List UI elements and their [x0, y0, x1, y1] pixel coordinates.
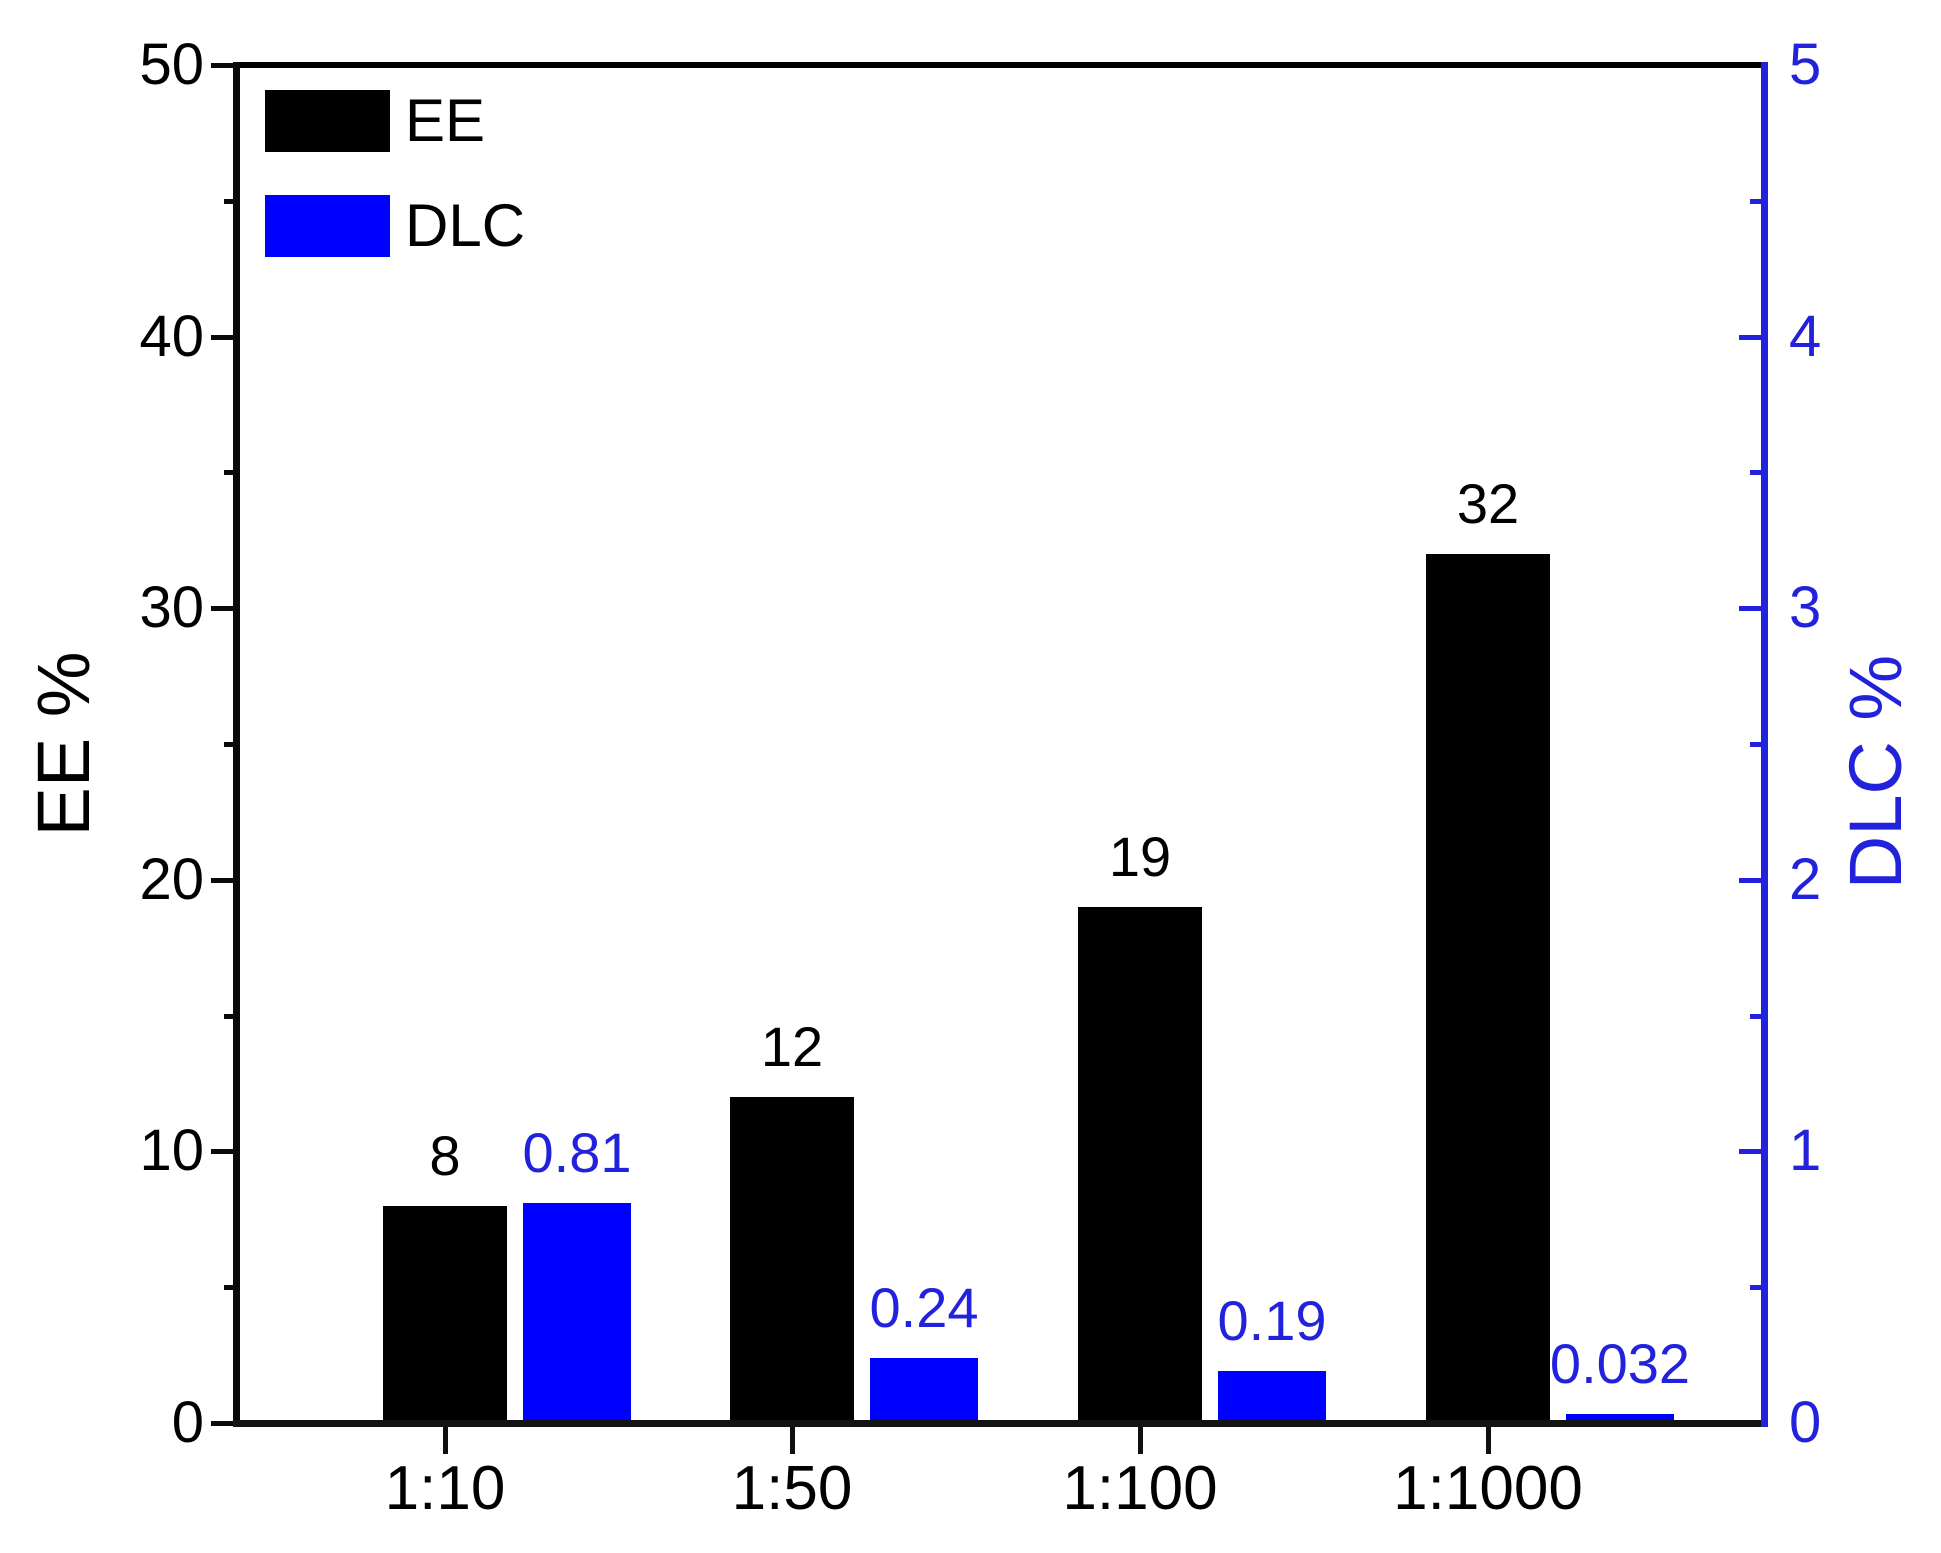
left-axis-tick-label: 10 [139, 1118, 204, 1184]
right-axis-tick-label: 5 [1789, 32, 1822, 97]
left-axis-line [233, 62, 240, 1427]
dlc-value-label: 0.19 [1217, 1289, 1327, 1353]
x-axis-tick [1138, 1427, 1143, 1454]
right-axis-minor-tick [1750, 742, 1761, 747]
x-axis-tick [790, 1427, 795, 1454]
left-axis-minor-tick [224, 470, 237, 476]
left-axis-minor-tick [224, 742, 237, 747]
left-axis-tick-label: 20 [139, 846, 204, 912]
right-axis-minor-tick [1750, 1013, 1761, 1019]
left-axis-major-tick [211, 877, 237, 883]
x-axis-tick-label: 1:50 [731, 1454, 853, 1523]
left-axis-major-tick [211, 1149, 237, 1155]
left-axis-tick-label: 0 [171, 1390, 204, 1455]
right-axis-line [1761, 62, 1768, 1427]
right-axis-major-tick [1739, 1149, 1761, 1155]
dlc-value-label: 0.032 [1549, 1332, 1691, 1396]
right-axis-tick-label: 4 [1789, 303, 1822, 369]
right-axis-tick-label: 1 [1789, 1118, 1822, 1184]
legend-swatch-ee [265, 90, 390, 152]
top-frame-line [233, 62, 1768, 68]
left-axis-tick-label: 40 [139, 303, 204, 369]
ee-bar [1078, 906, 1202, 1423]
right-axis-major-tick [1739, 606, 1761, 612]
ee-value-label: 32 [1456, 471, 1520, 535]
right-axis-tick-label: 0 [1789, 1390, 1822, 1455]
ee-bar [1426, 553, 1550, 1423]
legend-item-ee: EE [265, 90, 485, 152]
x-axis-tick-label: 1:1000 [1393, 1454, 1583, 1523]
right-axis-minor-tick [1750, 470, 1761, 476]
dlc-value-label: 0.81 [522, 1121, 632, 1184]
left-axis-minor-tick [224, 1013, 237, 1019]
legend-item-dlc: DLC [265, 195, 525, 257]
legend-label-ee: EE [405, 87, 486, 154]
x-axis-tick-label: 1:10 [384, 1454, 506, 1523]
dlc-bar [870, 1357, 978, 1423]
x-axis-line [233, 1420, 1768, 1427]
right-axis-title: DLC % [1834, 654, 1917, 890]
ee-value-label: 12 [760, 1015, 824, 1079]
right-axis-major-tick [1739, 334, 1761, 340]
dlc-bar [1566, 1414, 1674, 1423]
right-axis-tick-label: 2 [1789, 846, 1822, 912]
x-axis-tick-label: 1:100 [1062, 1454, 1218, 1523]
dlc-value-label: 0.24 [869, 1275, 979, 1339]
left-axis-minor-tick [224, 198, 237, 204]
right-axis-minor-tick [1750, 1285, 1761, 1291]
left-axis-major-tick [211, 63, 237, 68]
ee-value-label: 8 [429, 1123, 461, 1187]
ee-bar [730, 1097, 854, 1423]
left-axis-major-tick [211, 606, 237, 612]
left-axis-title: EE % [22, 651, 105, 837]
dlc-bar [523, 1203, 631, 1423]
ee-value-label: 19 [1108, 824, 1172, 888]
right-axis-minor-tick [1750, 198, 1761, 204]
left-axis-minor-tick [224, 1285, 237, 1291]
left-axis-major-tick [211, 334, 237, 340]
dlc-bar [1218, 1371, 1326, 1423]
legend-label-dlc: DLC [405, 192, 526, 259]
left-axis-major-tick [211, 1421, 237, 1426]
right-axis-major-tick [1739, 877, 1761, 883]
legend-swatch-dlc [265, 195, 390, 257]
x-axis-tick [443, 1427, 448, 1454]
x-axis-tick [1486, 1427, 1491, 1454]
ee-bar [383, 1205, 507, 1423]
right-axis-tick-label: 3 [1789, 575, 1822, 641]
left-axis-tick-label: 30 [139, 575, 204, 641]
left-axis-tick-label: 50 [139, 32, 204, 97]
